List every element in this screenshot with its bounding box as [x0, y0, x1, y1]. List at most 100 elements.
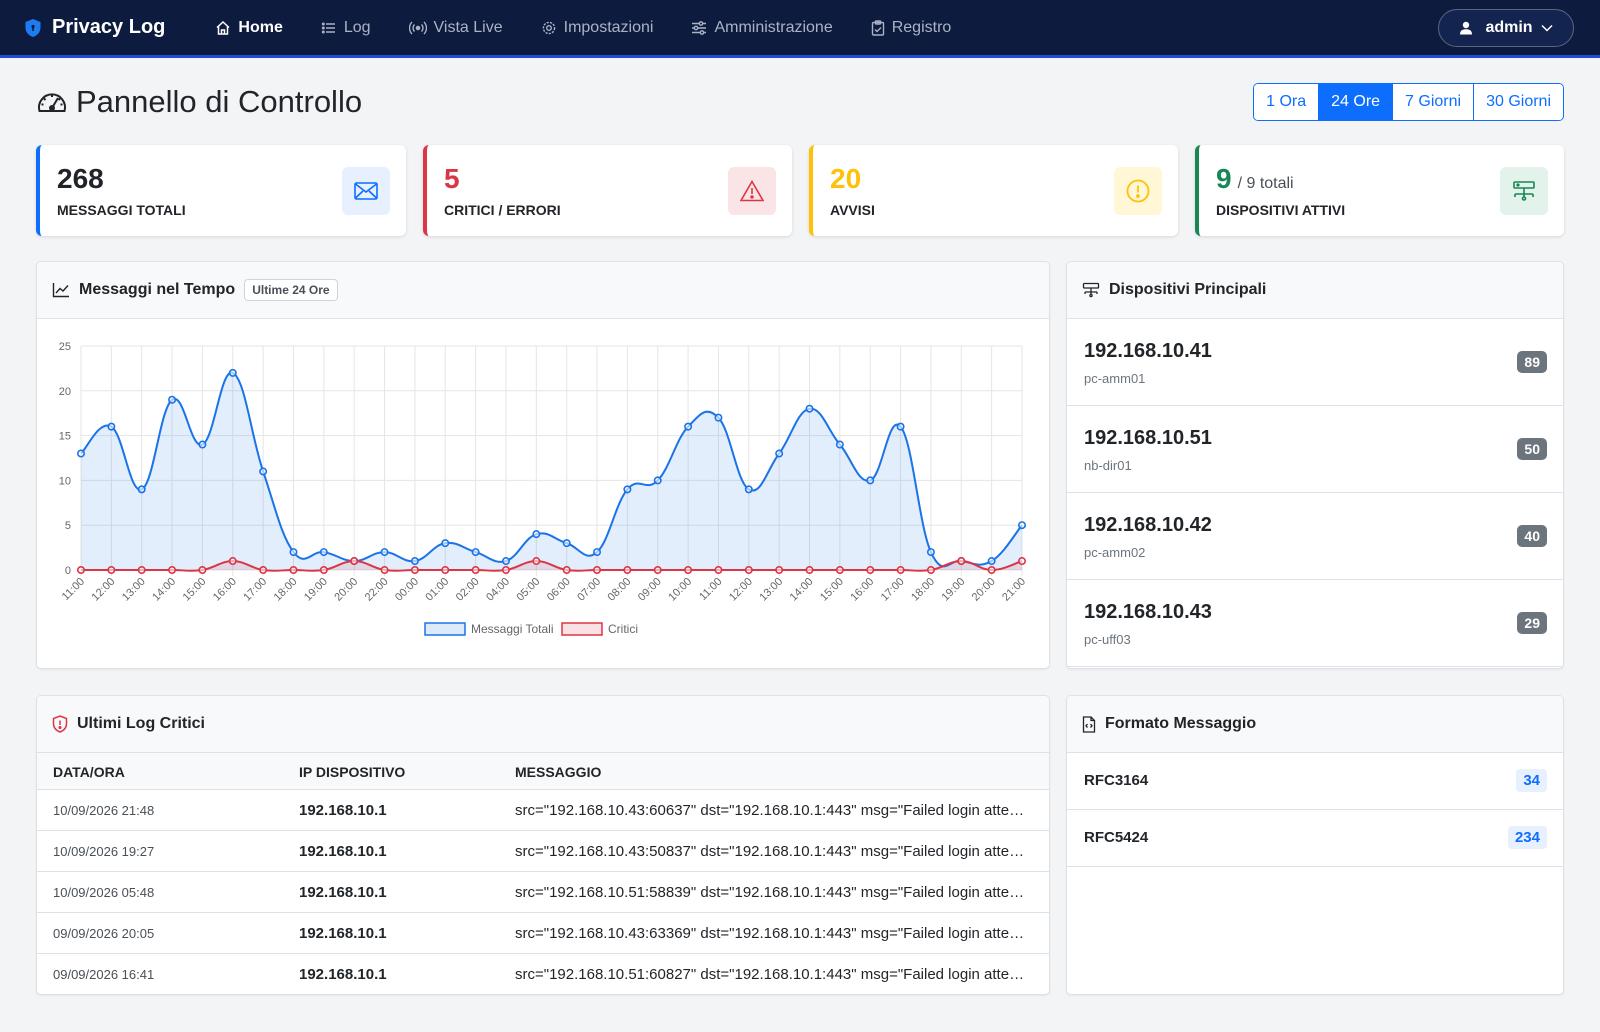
x-tick-label: 15:00 — [181, 576, 209, 604]
data-point — [926, 548, 935, 557]
log-ip: 192.168.10.1 — [299, 843, 387, 860]
home-icon — [216, 20, 230, 35]
data-point — [198, 566, 207, 575]
data-point — [76, 566, 85, 575]
device-ip: 192.168.10.41 — [1084, 340, 1212, 362]
data-point — [896, 566, 905, 575]
device-count-badge: 50 — [1517, 438, 1547, 460]
data-point — [441, 566, 450, 575]
range-1h-button[interactable]: 1 Ora — [1254, 84, 1319, 120]
data-point — [137, 566, 146, 575]
nav-item-log[interactable]: Log — [321, 19, 371, 37]
range-7d-button[interactable]: 7 Giorni — [1392, 84, 1474, 120]
brand-name: Privacy Log — [52, 16, 166, 38]
data-point — [441, 539, 450, 548]
device-list-item[interactable]: 192.168.10.42 pc-amm02 40 — [1067, 493, 1563, 580]
x-tick-label: 09:00 — [636, 576, 664, 604]
stat-card-warnings: 20 AVVISI — [809, 145, 1178, 236]
nav-item-home[interactable]: Home — [215, 19, 283, 37]
data-point — [198, 440, 207, 449]
format-count-badge: 234 — [1507, 826, 1547, 849]
range-30d-button[interactable]: 30 Giorni — [1473, 84, 1563, 120]
x-tick-label: 17:00 — [241, 576, 269, 604]
x-tick-label: 16:00 — [848, 576, 876, 604]
stat-value: 5 — [444, 163, 460, 194]
device-list-item[interactable]: 192.168.10.43 pc-uff03 29 — [1067, 580, 1563, 667]
device-count-badge: 29 — [1517, 612, 1547, 634]
page-title: Pannello di Controllo — [76, 84, 363, 119]
x-tick-label: 20:00 — [970, 576, 998, 604]
clipboard-icon — [871, 19, 884, 36]
x-tick-label: 17:00 — [879, 576, 907, 604]
nav-item-vista-live[interactable]: Vista Live — [408, 19, 503, 37]
shield-icon — [25, 18, 41, 37]
y-tick-label: 25 — [59, 341, 71, 353]
device-count-badge: 89 — [1517, 351, 1547, 373]
stat-card-critical: 5 CRITICI / ERRORI — [423, 145, 792, 236]
data-point — [744, 566, 753, 575]
device-hostname: pc-amm02 — [1084, 545, 1146, 560]
data-point — [532, 530, 541, 539]
brand[interactable]: Privacy Log — [24, 16, 165, 39]
data-point — [775, 566, 784, 575]
x-tick-label: 08:00 — [606, 576, 634, 604]
format-list-item[interactable]: RFC5424 234 — [1067, 810, 1563, 867]
legend-swatch — [561, 622, 603, 636]
range-24h-button[interactable]: 24 Ore — [1318, 84, 1393, 120]
nav-item-impostazioni[interactable]: Impostazioni — [541, 19, 653, 37]
data-point — [501, 557, 510, 566]
x-tick-label: 14:00 — [788, 576, 816, 604]
network-device-icon — [1082, 282, 1100, 298]
format-name: RFC3164 — [1084, 772, 1149, 789]
nav-item-registro[interactable]: Registro — [871, 19, 951, 37]
exclamation-circle-icon — [1114, 167, 1162, 215]
user-menu-button[interactable]: admin — [1438, 9, 1574, 47]
log-ip: 192.168.10.1 — [299, 884, 387, 901]
table-row[interactable]: 10/09/2026 19:27 192.168.10.1 src="192.1… — [37, 831, 1049, 872]
data-point — [471, 548, 480, 557]
x-tick-label: 02:00 — [454, 576, 482, 604]
device-list-item[interactable]: 192.168.10.51 nb-dir01 50 — [1067, 406, 1563, 493]
stat-number: 9 — [1216, 163, 1232, 194]
table-row[interactable]: 10/09/2026 05:48 192.168.10.1 src="192.1… — [37, 872, 1049, 913]
panel-title: Messaggi nel Tempo — [79, 281, 236, 298]
data-point — [957, 557, 966, 566]
stat-value: 20 — [830, 163, 862, 194]
data-point — [532, 557, 541, 566]
stat-label: AVVISI — [830, 202, 875, 218]
data-point — [107, 566, 116, 575]
x-tick-label: 10:00 — [666, 576, 694, 604]
device-list-item[interactable]: 192.168.10.41 pc-amm01 89 — [1067, 319, 1563, 406]
stat-card-active-devices: 9 / 9 totali DISPOSITIVI ATTIVI — [1195, 145, 1564, 236]
nav-label: Log — [343, 18, 371, 36]
x-tick-label: 22:00 — [363, 576, 391, 604]
stat-label: DISPOSITIVI ATTIVI — [1216, 202, 1346, 218]
x-tick-label: 11:00 — [697, 576, 724, 603]
series-area — [81, 372, 1022, 570]
x-tick-label: 07:00 — [575, 576, 603, 604]
top-navbar: Privacy Log Home Log Vista Live Impostaz… — [0, 0, 1600, 58]
page-header: Pannello di Controllo — [36, 84, 362, 120]
table-row[interactable]: 09/09/2026 16:41 192.168.10.1 src="192.1… — [37, 954, 1049, 994]
envelope-icon — [342, 167, 390, 215]
device-ip: 192.168.10.51 — [1084, 427, 1212, 449]
sliders-icon — [692, 20, 707, 35]
data-point — [137, 485, 146, 494]
format-list-item[interactable]: RFC3164 34 — [1067, 753, 1563, 810]
data-point — [775, 449, 784, 458]
table-row[interactable]: 09/09/2026 20:05 192.168.10.1 src="192.1… — [37, 913, 1049, 954]
log-message: src="192.168.10.51:58839" dst="192.168.1… — [515, 884, 1031, 901]
table-row[interactable]: 10/09/2026 21:48 192.168.10.1 src="192.1… — [37, 790, 1049, 831]
x-tick-label: 18:00 — [272, 576, 300, 604]
x-tick-label: 05:00 — [514, 576, 542, 604]
x-tick-label: 13:00 — [120, 576, 148, 604]
nav-item-amministrazione[interactable]: Amministrazione — [691, 19, 833, 37]
data-point — [866, 476, 875, 485]
data-point — [319, 548, 328, 557]
stat-card-total-messages: 268 MESSAGGI TOTALI — [36, 145, 406, 236]
panel-header: Messaggi nel Tempo Ultime 24 Ore — [37, 262, 1049, 319]
data-point — [501, 566, 510, 575]
panel-title: Dispositivi Principali — [1109, 281, 1267, 298]
format-count-badge: 34 — [1516, 769, 1547, 792]
